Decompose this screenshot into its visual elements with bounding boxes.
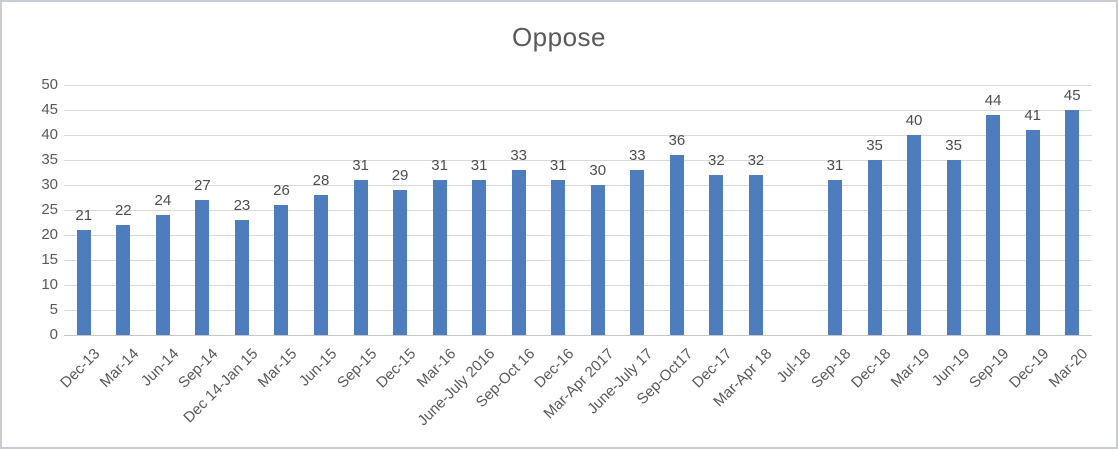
y-tick-label: 30 — [41, 176, 58, 193]
bar-value-label: 35 — [866, 137, 883, 154]
y-tick-label: 50 — [41, 76, 58, 93]
y-tick-label: 35 — [41, 151, 58, 168]
bar-value-label: 33 — [510, 147, 528, 164]
bar — [472, 180, 487, 335]
bar-value-label: 23 — [233, 197, 251, 214]
bar-value-label: 33 — [628, 147, 646, 164]
bar — [907, 135, 922, 335]
bar-value-label: 31 — [826, 157, 844, 174]
bar-value-label: 31 — [549, 157, 567, 174]
gridline — [64, 135, 1092, 136]
bar-value-label: 41 — [1024, 107, 1042, 124]
bar — [867, 160, 882, 335]
y-tick-label: 10 — [41, 276, 58, 293]
bar-value-label: 21 — [75, 207, 93, 224]
gridline — [64, 160, 1092, 161]
bar — [1025, 130, 1040, 335]
bar — [116, 225, 131, 335]
bar — [748, 175, 763, 335]
bar — [432, 180, 447, 335]
bar-value-label: 26 — [273, 182, 290, 199]
bar-value-label: 40 — [905, 112, 923, 129]
gridline — [64, 235, 1092, 236]
bar — [669, 155, 684, 335]
gridline — [64, 110, 1092, 111]
bar — [986, 115, 1001, 335]
bar — [234, 220, 249, 335]
bar-value-label: 32 — [747, 152, 765, 169]
bar — [590, 185, 605, 335]
bar — [195, 200, 210, 335]
bar — [353, 180, 368, 335]
bar-value-label: 36 — [668, 132, 686, 149]
y-tick-label: 20 — [41, 226, 58, 243]
gridline — [64, 285, 1092, 286]
gridline — [64, 185, 1092, 186]
chart-title: Oppose — [511, 22, 607, 52]
bar-value-label: 27 — [194, 177, 211, 194]
y-tick-label: 5 — [49, 301, 58, 318]
bar — [1065, 110, 1080, 335]
bar-value-label: 45 — [1063, 87, 1081, 104]
bar — [709, 175, 724, 335]
bar-value-label: 35 — [945, 137, 962, 154]
bar — [274, 205, 289, 335]
bar-value-label: 28 — [312, 172, 330, 189]
bar-value-label: 30 — [589, 162, 607, 179]
y-tick-label: 40 — [41, 126, 58, 143]
bar — [630, 170, 645, 335]
bar-value-label: 24 — [154, 192, 172, 209]
bar-value-label: 29 — [391, 167, 409, 184]
bar — [511, 170, 526, 335]
bar — [393, 190, 408, 335]
x-axis-line — [64, 335, 1092, 336]
bar-value-label: 31 — [431, 157, 448, 174]
gridline — [64, 85, 1092, 86]
gridline — [64, 260, 1092, 261]
y-tick-label: 25 — [41, 201, 58, 218]
bar — [946, 160, 961, 335]
bar — [314, 195, 328, 335]
gridline — [64, 310, 1092, 311]
bar — [551, 180, 566, 335]
y-tick-label: 15 — [41, 251, 58, 268]
y-tick-label: 0 — [49, 326, 58, 343]
bar-value-label: 44 — [984, 92, 1002, 109]
bar-value-label: 22 — [114, 202, 132, 219]
bar — [828, 180, 842, 335]
y-tick-label: 45 — [41, 101, 58, 118]
bar — [76, 230, 91, 335]
bar-value-label: 31 — [470, 157, 488, 174]
bar-value-label: 32 — [708, 152, 725, 169]
bar — [155, 215, 170, 335]
gridline — [64, 210, 1092, 211]
bar-value-label: 31 — [352, 157, 369, 174]
